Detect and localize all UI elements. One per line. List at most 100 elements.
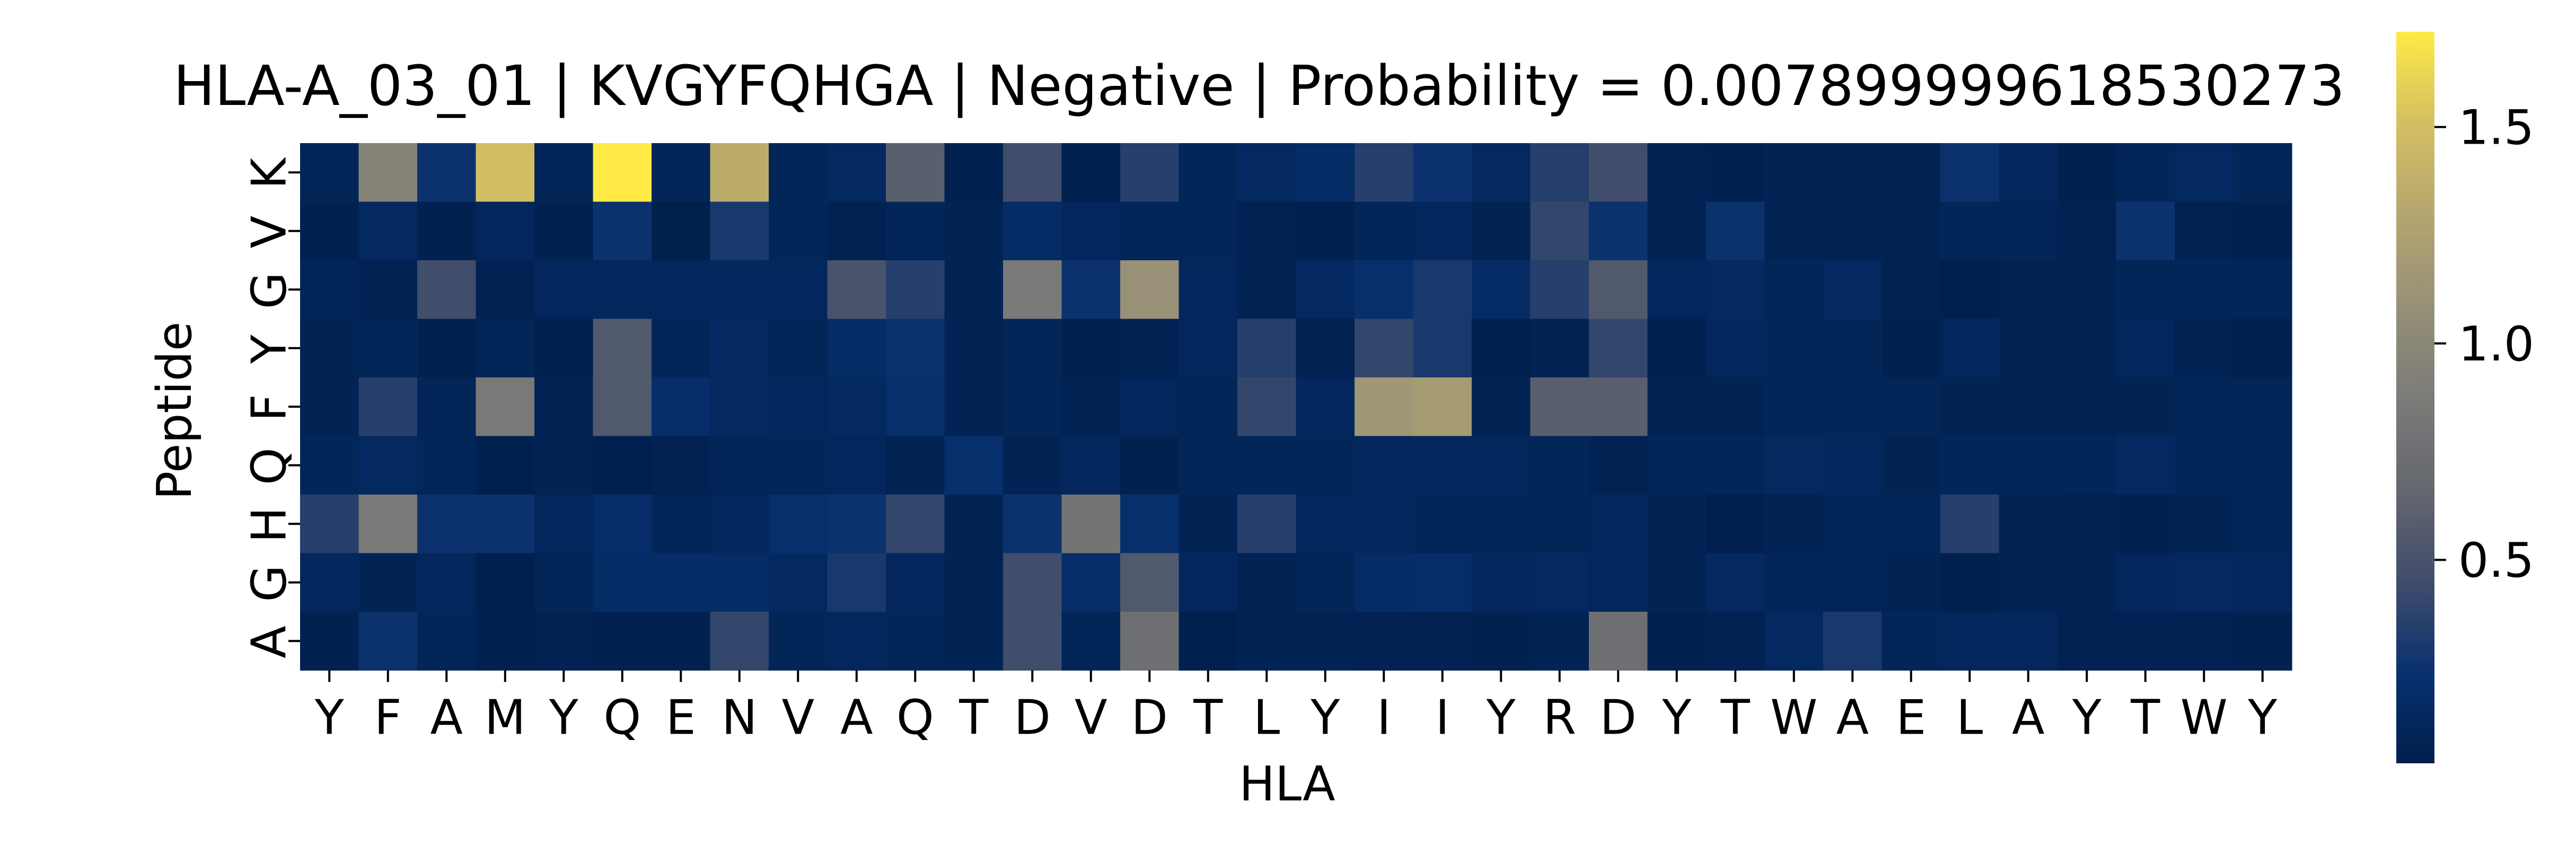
heatmap-cell [886, 143, 945, 202]
heatmap-cell [2116, 553, 2175, 612]
heatmap-cell [1882, 319, 1941, 378]
heatmap-cell [534, 553, 594, 612]
heatmap-cell [1647, 553, 1707, 612]
x-tick-label: Q [603, 690, 641, 746]
heatmap-cell [593, 201, 652, 261]
heatmap-cell [1237, 495, 1297, 554]
x-tick-label: Y [2072, 690, 2102, 746]
heatmap-cell [1472, 260, 1531, 320]
heatmap-cell [1237, 201, 1297, 261]
heatmap-cell [476, 201, 535, 261]
y-tick-label: K [242, 157, 297, 189]
heatmap-cell [1061, 319, 1121, 378]
colorbar-ticks: 0.5 1.0 1.5 [2434, 100, 2534, 588]
heatmap-cell [593, 143, 652, 202]
heatmap-cell [2233, 260, 2292, 320]
heatmap-cell [476, 143, 535, 202]
heatmap-cell [652, 436, 711, 495]
heatmap-cell [534, 319, 594, 378]
heatmap-cell [534, 612, 594, 671]
heatmap-cell [1120, 495, 1180, 554]
heatmap-cell [769, 319, 828, 378]
heatmap-cell [1589, 436, 1648, 495]
heatmap-cell [1003, 495, 1062, 554]
x-tick-label: Y [1310, 690, 1340, 746]
heatmap-cell [944, 377, 1004, 437]
heatmap-cell [1179, 495, 1238, 554]
heatmap-cell [1589, 319, 1648, 378]
heatmap-cell [1764, 612, 1824, 671]
heatmap-cell [1940, 436, 2000, 495]
heatmap-cell [534, 201, 594, 261]
heatmap-cell [358, 495, 418, 554]
heatmap-cell [1530, 436, 1589, 495]
heatmap-cell [1999, 436, 2058, 495]
heatmap-cell [300, 377, 359, 437]
heatmap-cell [1823, 201, 1883, 261]
heatmap-cell [1472, 553, 1531, 612]
heatmap-cell [1061, 377, 1121, 437]
x-tick-label: W [2181, 690, 2228, 746]
heatmap-cell [769, 377, 828, 437]
heatmap-cell [1882, 260, 1941, 320]
heatmap-cell [1237, 436, 1297, 495]
x-tick-label: A [2012, 690, 2045, 746]
heatmap-cell [1296, 612, 1355, 671]
heatmap-cell [534, 143, 594, 202]
heatmap-cell [2233, 201, 2292, 261]
heatmap-cell [1530, 319, 1589, 378]
heatmap-cell [1589, 495, 1648, 554]
y-tick-label: G [242, 272, 297, 309]
heatmap-cell [2058, 260, 2117, 320]
heatmap-cell [1823, 495, 1883, 554]
heatmap-cell [769, 495, 828, 554]
heatmap-cell [593, 260, 652, 320]
heatmap-cell [1999, 319, 2058, 378]
y-tick-label: Y [242, 334, 297, 364]
heatmap-cell [1003, 612, 1062, 671]
heatmap-cell [417, 612, 477, 671]
colorbar [2396, 32, 2434, 763]
x-tick-label: T [2130, 690, 2160, 746]
heatmap-cell [1647, 377, 1707, 437]
x-tick-label: D [1014, 690, 1051, 746]
heatmap-cell [1120, 553, 1180, 612]
heatmap-cell [886, 260, 945, 320]
x-tick-label: Y [314, 690, 345, 746]
heatmap-cell [417, 495, 477, 554]
heatmap-cell [1764, 201, 1824, 261]
heatmap-cell [1355, 553, 1414, 612]
heatmap-cell [827, 436, 886, 495]
heatmap-cell [1999, 143, 2058, 202]
heatmap-cell [2116, 260, 2175, 320]
heatmap-cell [1764, 436, 1824, 495]
heatmap-cell [652, 553, 711, 612]
heatmap-cell [1003, 553, 1062, 612]
heatmap-cell [2233, 612, 2292, 671]
heatmap-cell [1647, 495, 1707, 554]
heatmap-cell [1179, 377, 1238, 437]
heatmap-cell [1823, 377, 1883, 437]
heatmap-cell [1003, 319, 1062, 378]
heatmap-cell [1061, 495, 1121, 554]
heatmap-cell [1355, 612, 1414, 671]
heatmap-cell [1647, 319, 1707, 378]
heatmap-cell [1120, 377, 1180, 437]
heatmap-cell [710, 436, 769, 495]
heatmap-cell [417, 553, 477, 612]
y-tick-label: F [242, 394, 297, 421]
heatmap-cell [769, 612, 828, 671]
heatmap-cell [417, 201, 477, 261]
x-tick-label: L [1956, 690, 1983, 746]
heatmap-cell [1647, 612, 1707, 671]
heatmap-cell [2058, 436, 2117, 495]
x-tick-label: T [1720, 690, 1751, 746]
heatmap-cell [1120, 260, 1180, 320]
heatmap-cell [1413, 201, 1472, 261]
heatmap-cell [1179, 143, 1238, 202]
heatmap-cell [476, 495, 535, 554]
heatmap-cell [827, 377, 886, 437]
heatmap-cell [710, 612, 769, 671]
heatmap-cell [1882, 495, 1941, 554]
heatmap-cell [1940, 377, 2000, 437]
